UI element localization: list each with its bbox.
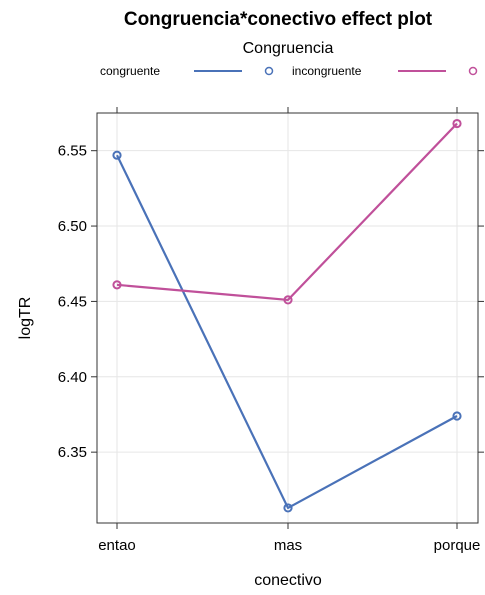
y-axis: 6.35 6.40 6.45 6.50 6.55 [58,143,484,461]
legend-item-congruente: congruente [100,64,274,78]
y-tick-label: 6.40 [58,369,87,386]
data-point-congruente [112,150,122,160]
data-point-incongruente [112,280,122,290]
legend-label-incongruente: incongruente [292,64,362,78]
legend-marker-congruente [264,66,274,76]
x-tick-label: mas [274,537,302,554]
data-point-incongruente [283,295,293,305]
series-group [112,118,462,513]
y-tick-label: 6.35 [58,444,87,461]
data-point-congruente [283,503,293,513]
legend-label-congruente: congruente [100,64,160,78]
y-tick-label: 6.55 [58,143,87,160]
data-point-congruente [452,411,462,421]
y-tick-label: 6.45 [58,293,87,310]
y-tick-label: 6.50 [58,218,87,235]
grid [97,113,478,523]
x-axis-label: conectivo [254,572,322,589]
x-axis: entao mas porque [98,107,480,554]
series-line-incongruente [116,122,458,302]
legend-item-incongruente: incongruente [292,64,478,78]
plot-frame [96,112,479,524]
x-tick-label: entao [98,537,136,554]
legend-marker-incongruente [468,66,478,76]
chart-title: Congruencia*conectivo effect plot [124,9,433,30]
y-axis-label: logTR [17,297,34,340]
series-congruente [112,150,462,513]
data-point-incongruente [452,118,462,129]
x-tick-label: porque [434,537,481,554]
legend-title: Congruencia [243,40,334,57]
legend: Congruencia congruente incongruente [100,40,478,78]
series-line-congruente [116,154,458,510]
series-incongruente [112,118,462,305]
